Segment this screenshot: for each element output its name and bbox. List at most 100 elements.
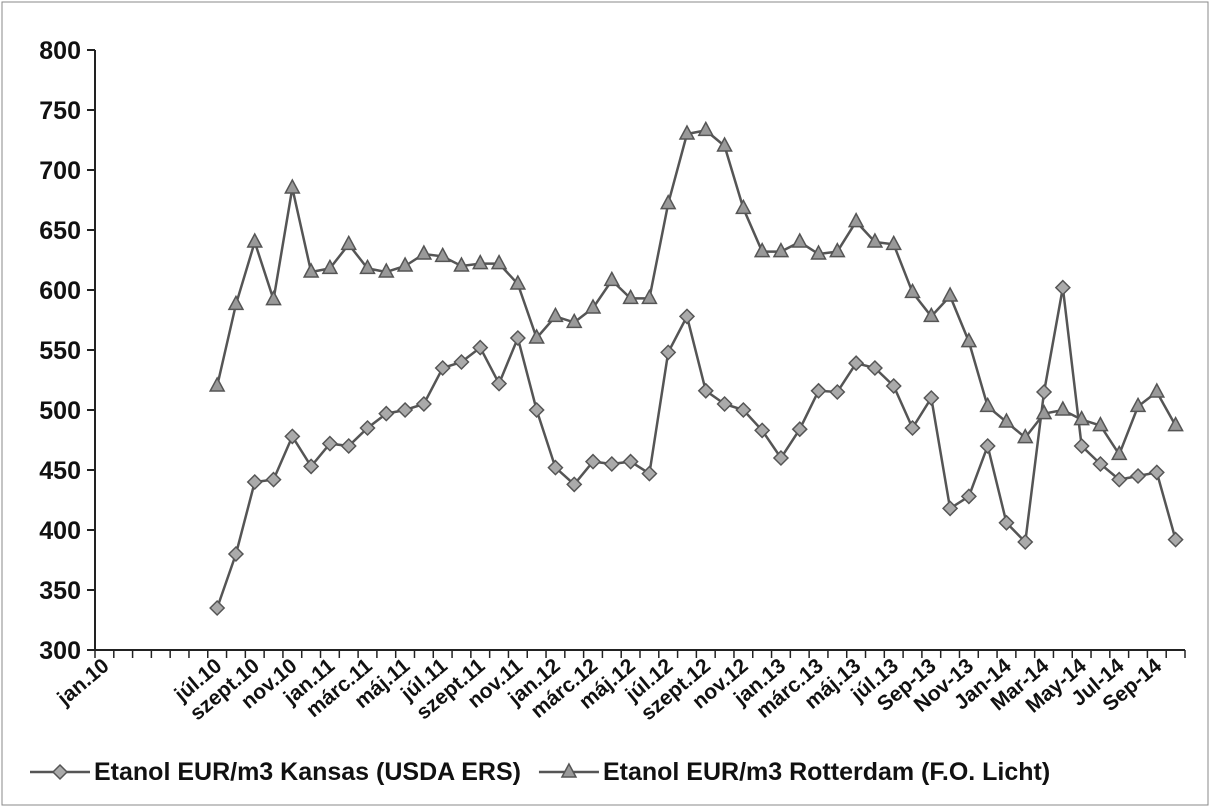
y-tick-label: 300	[39, 637, 81, 665]
point	[678, 308, 696, 325]
point	[490, 254, 508, 270]
point	[979, 396, 996, 413]
point	[584, 453, 602, 470]
point	[998, 412, 1015, 428]
point	[1054, 279, 1071, 296]
point	[509, 329, 526, 347]
point	[697, 120, 715, 137]
point	[960, 332, 978, 348]
point	[434, 246, 451, 263]
point	[584, 298, 602, 314]
y-tick-label: 350	[39, 577, 81, 605]
point	[321, 435, 338, 452]
point	[246, 232, 263, 248]
point	[359, 419, 376, 437]
point	[453, 353, 470, 371]
point	[979, 437, 996, 455]
point	[528, 401, 545, 419]
point	[753, 242, 771, 258]
point	[941, 286, 959, 302]
point	[321, 258, 339, 275]
legend-label: Etanol EUR/m3 Rotterdam (F.O. Licht)	[603, 758, 1050, 786]
point	[791, 421, 808, 438]
point	[735, 198, 752, 215]
point	[528, 328, 545, 344]
series-line	[215, 287, 1177, 609]
point	[885, 234, 902, 251]
legend-label: Etanol EUR/m3 Kansas (USDA ERS)	[94, 758, 521, 786]
point	[227, 294, 245, 311]
point	[1092, 416, 1109, 432]
point	[560, 762, 578, 778]
point	[716, 136, 733, 152]
point	[453, 256, 470, 272]
point	[396, 256, 414, 272]
point	[1148, 382, 1166, 398]
point	[622, 288, 639, 305]
point	[227, 545, 245, 563]
point	[472, 254, 489, 270]
point	[866, 359, 883, 377]
point	[284, 428, 301, 445]
point	[1167, 416, 1184, 432]
y-tick-label: 600	[39, 277, 81, 305]
point	[378, 405, 395, 422]
point	[754, 422, 771, 439]
point	[904, 419, 921, 437]
point	[397, 401, 414, 419]
point	[697, 382, 714, 399]
point	[209, 599, 226, 617]
point	[1167, 531, 1184, 548]
y-tick-label: 400	[39, 517, 81, 545]
point	[1129, 467, 1147, 485]
point	[547, 459, 564, 476]
y-tick-label: 800	[39, 37, 81, 65]
point	[942, 500, 959, 517]
point	[1129, 396, 1147, 413]
y-tick-label: 700	[39, 157, 81, 185]
point	[1111, 471, 1128, 488]
point	[659, 194, 677, 210]
point	[603, 270, 621, 287]
point	[1110, 444, 1128, 461]
point	[565, 312, 583, 329]
point	[885, 377, 902, 395]
y-tick-label: 500	[39, 397, 81, 425]
point	[641, 288, 658, 305]
point	[246, 473, 263, 491]
point	[51, 763, 69, 781]
point	[302, 262, 320, 278]
point	[566, 476, 583, 493]
point	[340, 437, 357, 455]
point	[603, 455, 620, 473]
point	[791, 232, 808, 248]
point	[678, 124, 696, 140]
y-tick-label: 550	[39, 337, 81, 365]
point	[509, 274, 527, 290]
point	[1035, 383, 1053, 401]
point	[1073, 410, 1090, 426]
point	[829, 242, 846, 258]
point	[415, 395, 432, 413]
point	[265, 290, 282, 306]
y-tick-label: 650	[39, 217, 81, 245]
point	[1017, 428, 1034, 444]
point	[472, 339, 489, 356]
y-tick-label: 450	[39, 457, 81, 485]
point	[641, 465, 658, 482]
point	[847, 212, 865, 228]
point	[303, 458, 320, 475]
point	[716, 395, 733, 413]
point	[772, 449, 790, 467]
series-line	[215, 129, 1177, 458]
point	[1092, 455, 1109, 473]
point	[1017, 533, 1034, 551]
point	[284, 178, 301, 194]
point	[208, 376, 226, 392]
point	[1035, 404, 1053, 420]
point	[434, 359, 451, 377]
point	[1073, 437, 1090, 455]
point	[998, 514, 1015, 531]
point	[904, 282, 921, 299]
